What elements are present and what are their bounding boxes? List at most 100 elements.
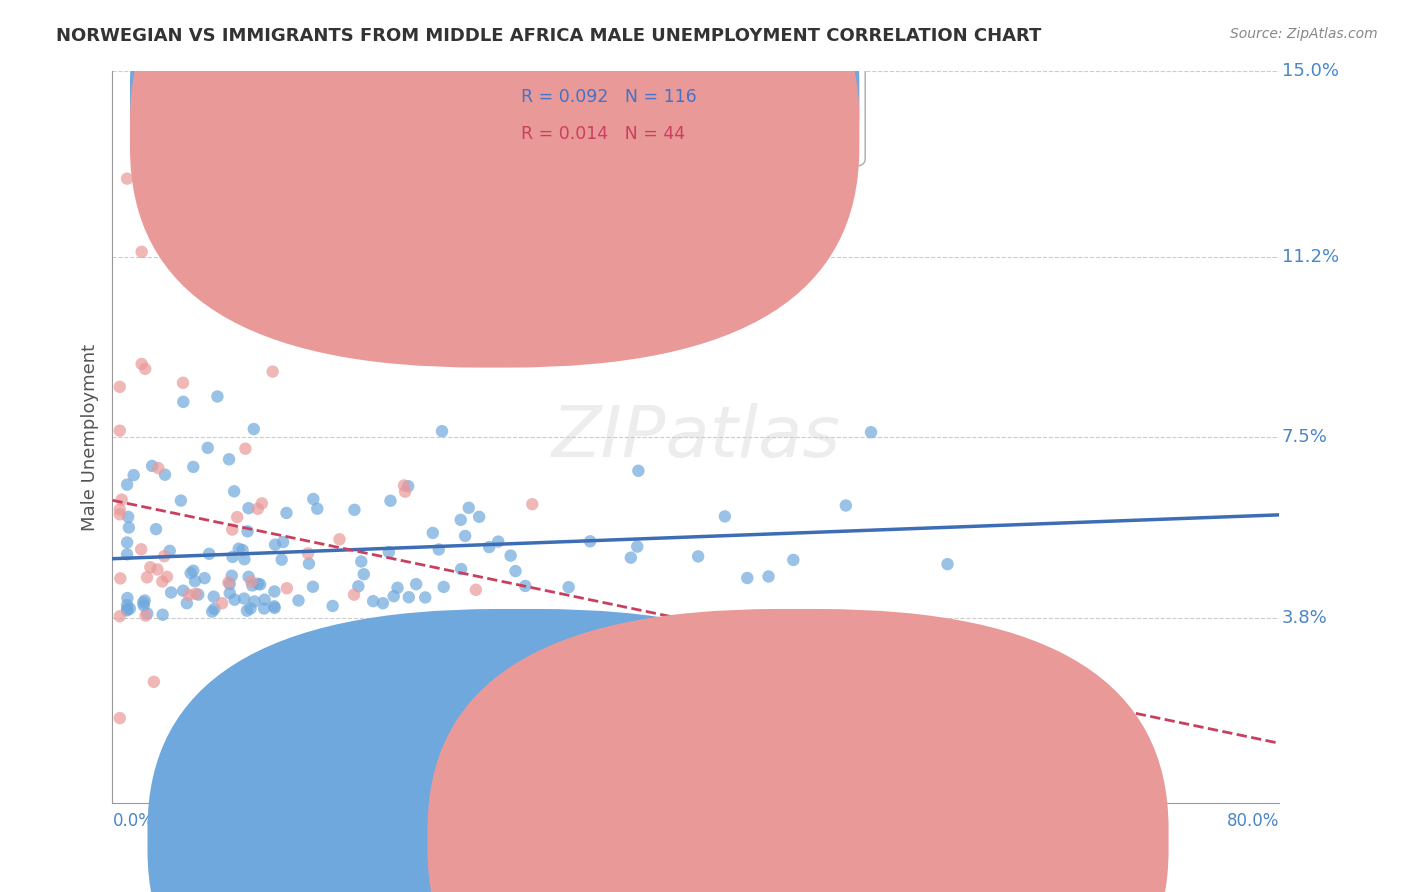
Immigrants from Middle Africa (235, 442, 257, 456)
Norwegians (236, 524, 259, 539)
Norwegians (240, 578, 263, 592)
Norwegians (433, 580, 456, 594)
Norwegians (233, 591, 256, 606)
Norwegians (117, 509, 139, 524)
Norwegians (239, 601, 262, 615)
Norwegians (118, 601, 141, 615)
Norwegians (218, 586, 240, 600)
Immigrants from Middle Africa (343, 588, 366, 602)
Norwegians (936, 557, 959, 571)
Norwegians (298, 557, 321, 571)
Norwegians (218, 577, 240, 591)
Norwegians (243, 422, 266, 436)
Immigrants from Middle Africa (221, 523, 243, 537)
Norwegians (134, 593, 156, 607)
Norwegians (238, 501, 260, 516)
Norwegians (782, 553, 804, 567)
Immigrants from Middle Africa (328, 533, 350, 547)
Norwegians (398, 591, 420, 605)
Norwegians (457, 500, 479, 515)
Immigrants from Middle Africa (522, 497, 544, 511)
Norwegians (160, 585, 183, 599)
Norwegians (221, 549, 243, 564)
Text: Norwegians: Norwegians (555, 839, 654, 857)
Immigrants from Middle Africa (246, 501, 269, 516)
Norwegians (207, 389, 229, 403)
Immigrants from Middle Africa (217, 575, 239, 590)
Immigrants from Middle Africa (150, 574, 173, 589)
Text: Immigrants from Middle Africa: Immigrants from Middle Africa (837, 839, 1088, 857)
Norwegians (153, 467, 176, 482)
Norwegians (224, 484, 246, 499)
Norwegians (450, 562, 472, 576)
Immigrants from Middle Africa (111, 492, 134, 507)
Norwegians (236, 604, 259, 618)
Norwegians (115, 547, 138, 561)
Norwegians (115, 477, 138, 491)
Norwegians (187, 588, 209, 602)
Norwegians (737, 571, 759, 585)
Norwegians (115, 603, 138, 617)
Immigrants from Middle Africa (108, 609, 131, 624)
Norwegians (343, 503, 366, 517)
Norwegians (172, 394, 194, 409)
Norwegians (688, 549, 710, 564)
Norwegians (141, 458, 163, 473)
Norwegians (224, 592, 246, 607)
Immigrants from Middle Africa (177, 588, 200, 602)
Norwegians (181, 564, 204, 578)
Immigrants from Middle Africa (142, 674, 165, 689)
Immigrants from Middle Africa (139, 560, 162, 574)
Immigrants from Middle Africa (240, 574, 263, 589)
Norwegians (159, 544, 181, 558)
FancyBboxPatch shape (457, 64, 865, 167)
Immigrants from Middle Africa (464, 582, 486, 597)
Norwegians (249, 577, 271, 591)
Immigrants from Middle Africa (135, 608, 157, 623)
Norwegians (181, 459, 204, 474)
Immigrants from Middle Africa (211, 596, 233, 610)
Norwegians (122, 468, 145, 483)
Immigrants from Middle Africa (148, 461, 170, 475)
Immigrants from Middle Africa (449, 626, 471, 640)
Norwegians (627, 464, 650, 478)
Norwegians (271, 535, 294, 549)
Norwegians (413, 591, 436, 605)
Norwegians (515, 579, 537, 593)
Norwegians (176, 596, 198, 610)
Norwegians (184, 574, 207, 588)
Immigrants from Middle Africa (134, 361, 156, 376)
Norwegians (486, 534, 509, 549)
Norwegians (422, 525, 444, 540)
Norwegians (264, 538, 287, 552)
Norwegians (263, 601, 285, 615)
Y-axis label: Male Unemployment: Male Unemployment (80, 343, 98, 531)
Text: ZIPatlas: ZIPatlas (551, 402, 841, 472)
FancyBboxPatch shape (427, 609, 1168, 892)
Text: 0.0%: 0.0% (112, 812, 155, 830)
Immigrants from Middle Africa (184, 587, 207, 601)
Immigrants from Middle Africa (108, 380, 131, 394)
Immigrants from Middle Africa (262, 365, 284, 379)
Norwegians (579, 534, 602, 549)
Immigrants from Middle Africa (131, 357, 153, 371)
FancyBboxPatch shape (148, 609, 889, 892)
Norwegians (322, 599, 344, 613)
Immigrants from Middle Africa (110, 571, 132, 585)
Norwegians (860, 425, 883, 440)
Norwegians (350, 555, 373, 569)
Norwegians (353, 567, 375, 582)
Norwegians (136, 607, 159, 621)
Norwegians (626, 540, 648, 554)
FancyBboxPatch shape (129, 0, 859, 368)
Norwegians (132, 596, 155, 610)
Norwegians (115, 598, 138, 612)
Norwegians (145, 522, 167, 536)
Norwegians (387, 581, 409, 595)
Norwegians (202, 590, 225, 604)
Norwegians (714, 509, 737, 524)
Immigrants from Middle Africa (297, 546, 319, 560)
Norwegians (499, 549, 522, 563)
Immigrants from Middle Africa (131, 244, 153, 259)
Immigrants from Middle Africa (108, 424, 131, 438)
